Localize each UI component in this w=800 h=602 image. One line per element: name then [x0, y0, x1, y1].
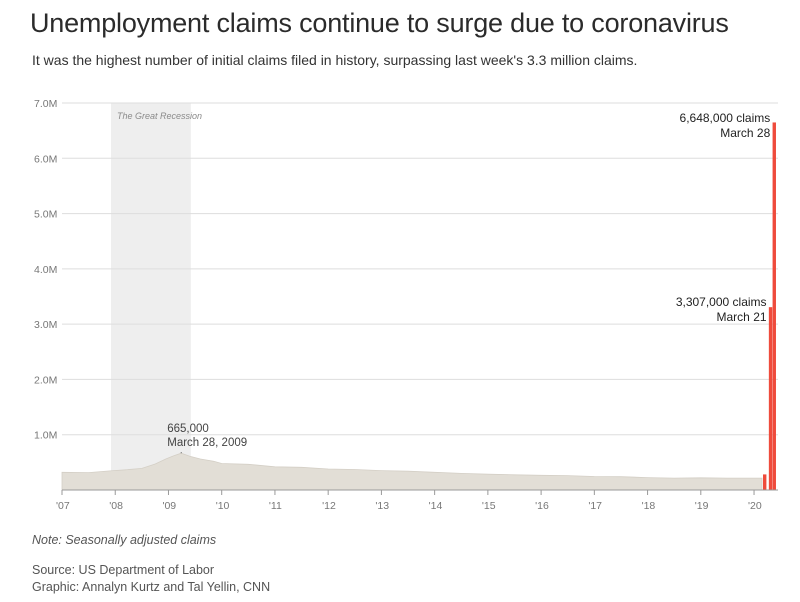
annotation-mar21-date: March 21 — [717, 310, 767, 324]
annotation-mar21-value: 3,307,000 claims — [676, 295, 767, 309]
x-tick-label: '15 — [482, 500, 496, 512]
y-tick-label: 2.0M — [34, 374, 57, 386]
claims-bar — [772, 122, 776, 490]
x-tick-label: '18 — [642, 500, 656, 512]
claims-area — [61, 452, 763, 491]
y-tick-label: 3.0M — [34, 319, 57, 331]
source-text: Source: US Department of Labor — [32, 563, 215, 577]
y-tick-label: 4.0M — [34, 264, 57, 276]
x-tick-label: '08 — [109, 500, 123, 512]
annotation-mar28-value: 6,648,000 claims — [680, 111, 771, 125]
y-tick-label: 1.0M — [34, 430, 57, 442]
credit-text: Graphic: Annalyn Kurtz and Tal Yellin, C… — [32, 580, 271, 594]
x-tick-label: '13 — [375, 500, 389, 512]
claims-bar — [762, 474, 767, 490]
chart-subtitle: It was the highest number of initial cla… — [32, 52, 638, 68]
x-tick-label: '07 — [56, 500, 70, 512]
y-tick-label: 6.0M — [34, 153, 57, 165]
note-text: Note: Seasonally adjusted claims — [32, 533, 217, 547]
annotation-mar28-date: March 28 — [720, 126, 770, 140]
x-tick-label: '20 — [748, 500, 762, 512]
x-tick-label: '10 — [216, 500, 230, 512]
annotation-2009-date: March 28, 2009 — [167, 437, 247, 449]
x-tick-label: '11 — [269, 500, 282, 512]
recession-band — [110, 103, 191, 490]
annotation-2009-value: 665,000 — [167, 423, 209, 435]
y-tick-label: 7.0M — [34, 98, 57, 110]
x-tick-label: '16 — [535, 500, 549, 512]
x-tick-label: '14 — [429, 500, 443, 512]
claims-bar — [768, 307, 773, 490]
x-tick-label: '17 — [588, 500, 602, 512]
x-tick-label: '12 — [322, 500, 336, 512]
x-tick-label: '09 — [162, 500, 176, 512]
y-tick-label: 5.0M — [34, 209, 57, 221]
recession-label: The Great Recession — [117, 111, 202, 121]
chart-title: Unemployment claims continue to surge du… — [30, 8, 729, 38]
x-tick-label: '19 — [695, 500, 709, 512]
